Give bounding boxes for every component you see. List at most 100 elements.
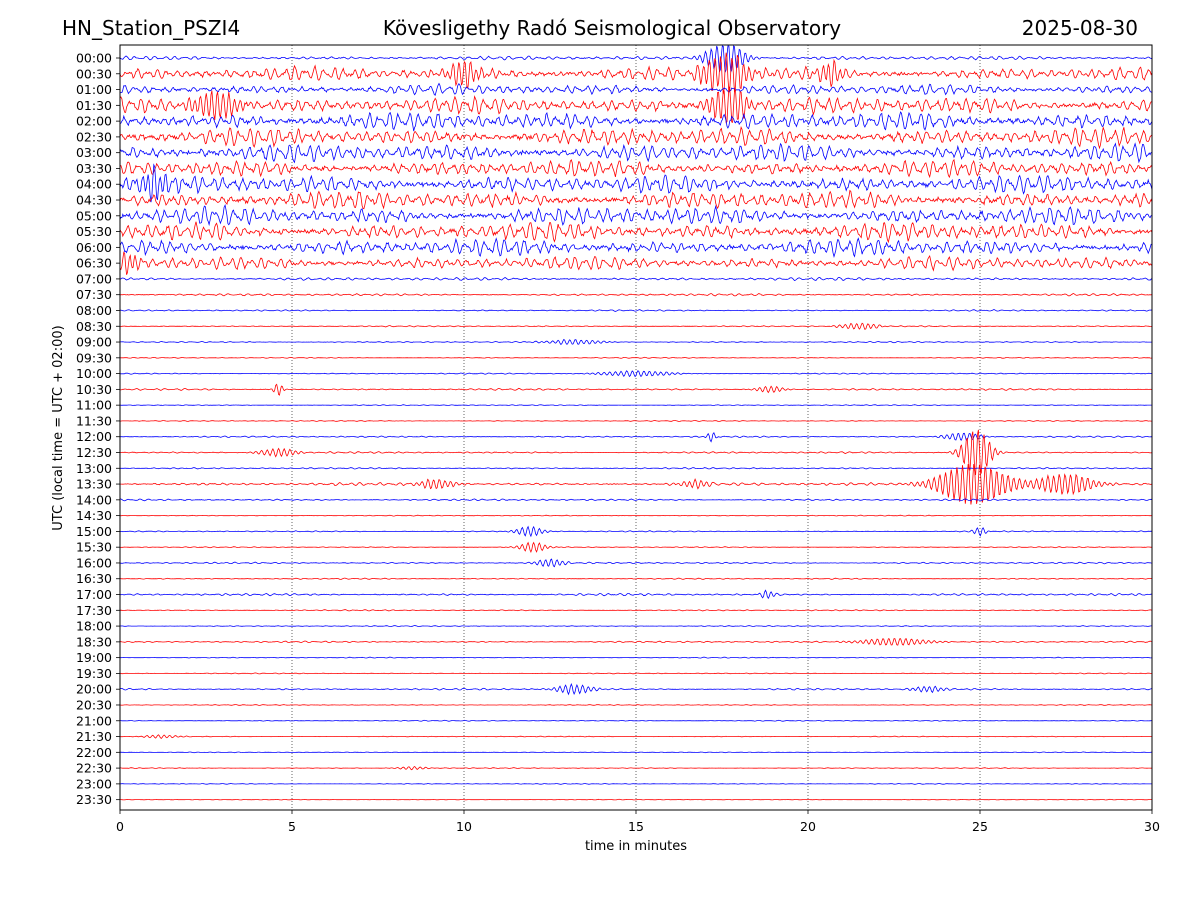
- x-tick-label: 15: [628, 819, 644, 834]
- trace-0200: [119, 111, 1153, 132]
- trace-0630: [119, 251, 1153, 275]
- trace-1400: [119, 498, 1153, 502]
- trace-2200: [119, 751, 1152, 754]
- y-tick-label: 11:00: [76, 398, 112, 413]
- trace-0700: [119, 276, 1153, 281]
- x-tick-label: 30: [1144, 819, 1160, 834]
- y-tick-label: 05:00: [76, 208, 112, 223]
- trace-1500: [119, 525, 1153, 538]
- y-axis-ticks: 00:0000:3001:0001:3002:0002:3003:0003:30…: [76, 51, 120, 807]
- trace-1600: [119, 558, 1153, 568]
- trace-1200: [119, 432, 1153, 443]
- trace-0500: [119, 203, 1152, 227]
- y-tick-label: 13:00: [76, 461, 112, 476]
- y-tick-label: 18:00: [76, 619, 112, 634]
- y-tick-label: 01:00: [76, 82, 112, 97]
- grid-lines: [291, 45, 981, 810]
- trace-0300: [119, 142, 1153, 164]
- y-tick-label: 08:30: [76, 319, 112, 334]
- trace-0230: [119, 125, 1153, 150]
- y-tick-label: 14:30: [76, 508, 112, 523]
- trace-2100: [120, 719, 1153, 722]
- y-tick-label: 07:30: [76, 287, 112, 302]
- trace-0100: [119, 82, 1153, 96]
- observatory-title: Kövesligethy Radó Seismological Observat…: [382, 16, 842, 40]
- trace-0400: [119, 163, 1153, 203]
- y-tick-label: 23:30: [76, 792, 112, 807]
- trace-1130: [119, 420, 1152, 422]
- y-tick-label: 22:30: [76, 761, 112, 776]
- y-tick-label: 17:30: [76, 603, 112, 618]
- y-tick-label: 09:00: [76, 335, 112, 350]
- seismic-traces: [119, 45, 1153, 801]
- x-tick-label: 25: [972, 819, 988, 834]
- y-tick-label: 12:00: [76, 429, 112, 444]
- trace-2030: [119, 704, 1153, 706]
- y-tick-label: 17:00: [76, 587, 112, 602]
- trace-1800: [119, 625, 1152, 627]
- y-tick-label: 19:00: [76, 650, 112, 665]
- trace-1330: [119, 464, 1153, 505]
- y-tick-label: 23:00: [76, 776, 112, 791]
- y-tick-label: 02:00: [76, 114, 112, 129]
- x-tick-label: 20: [800, 819, 816, 834]
- trace-0800: [120, 309, 1153, 312]
- trace-1830: [119, 638, 1153, 646]
- y-tick-label: 21:30: [76, 729, 112, 744]
- x-axis-ticks: 0 5 10 15 20 25 30: [116, 810, 1160, 834]
- trace-2330: [120, 798, 1153, 801]
- trace-0030: [119, 52, 1153, 95]
- y-tick-label: 03:00: [76, 145, 112, 160]
- y-tick-label: 16:30: [76, 571, 112, 586]
- y-tick-label: 04:30: [76, 193, 112, 208]
- y-tick-label: 00:30: [76, 66, 112, 81]
- trace-0430: [119, 189, 1153, 210]
- trace-0900: [119, 338, 1153, 346]
- y-tick-label: 13:30: [76, 477, 112, 492]
- y-tick-label: 01:30: [76, 98, 112, 113]
- trace-1630: [119, 577, 1153, 580]
- y-tick-label: 15:30: [76, 540, 112, 555]
- y-tick-label: 15:00: [76, 524, 112, 539]
- trace-0000: [119, 45, 1153, 74]
- trace-1730: [119, 609, 1153, 612]
- y-tick-label: 20:30: [76, 697, 112, 712]
- y-tick-label: 09:30: [76, 350, 112, 365]
- y-tick-label: 07:00: [76, 271, 112, 286]
- y-tick-label: 21:00: [76, 713, 112, 728]
- y-tick-label: 10:30: [76, 382, 112, 397]
- y-tick-label: 05:30: [76, 224, 112, 239]
- trace-1530: [119, 541, 1153, 553]
- y-axis-label: UTC (local time = UTC + 02:00): [51, 325, 66, 530]
- trace-2230: [120, 765, 1153, 771]
- date-title: 2025-08-30: [1021, 16, 1138, 40]
- trace-0530: [119, 221, 1153, 244]
- y-tick-label: 12:30: [76, 445, 112, 460]
- trace-0830: [119, 322, 1153, 331]
- y-tick-label: 00:00: [76, 51, 112, 66]
- trace-1100: [120, 404, 1152, 407]
- y-tick-label: 10:00: [76, 366, 112, 381]
- y-tick-label: 18:30: [76, 634, 112, 649]
- trace-0130: [119, 86, 1153, 124]
- trace-1700: [119, 589, 1153, 600]
- y-tick-label: 20:00: [76, 682, 112, 697]
- x-tick-label: 0: [116, 819, 124, 834]
- trace-0730: [119, 293, 1153, 297]
- trace-1230: [119, 429, 1152, 476]
- trace-0930: [120, 356, 1153, 359]
- station-title: HN_Station_PSZI4: [62, 16, 241, 40]
- trace-2130: [119, 734, 1152, 739]
- y-tick-label: 22:00: [76, 745, 112, 760]
- trace-0330: [119, 158, 1153, 179]
- y-tick-label: 19:30: [76, 666, 112, 681]
- trace-1430: [119, 514, 1153, 517]
- y-tick-label: 14:00: [76, 492, 112, 507]
- trace-1900: [120, 656, 1152, 659]
- trace-2300: [119, 783, 1153, 785]
- trace-1000: [119, 370, 1153, 378]
- trace-0600: [119, 237, 1153, 258]
- y-tick-label: 02:30: [76, 129, 112, 144]
- y-tick-label: 06:30: [76, 256, 112, 271]
